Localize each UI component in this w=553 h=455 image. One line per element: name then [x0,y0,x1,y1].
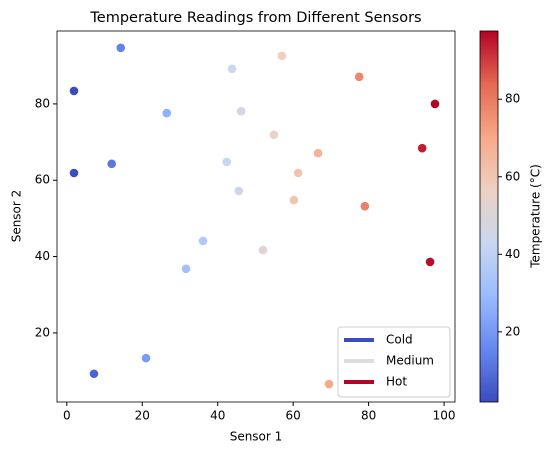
x-tick-label: 60 [286,409,301,423]
x-tick-label: 0 [63,409,71,423]
colorbar-label: Temperature (°C) [529,164,543,269]
data-point [430,99,440,109]
colorbar-tick-label: 40 [505,247,520,261]
y-tick-label: 20 [35,325,50,339]
data-point [360,201,370,211]
data-point [417,143,427,153]
data-point [425,257,435,267]
chart-title: Temperature Readings from Different Sens… [89,10,421,26]
x-tick-label: 20 [135,409,150,423]
data-point [289,195,299,205]
x-tick-label: 40 [210,409,225,423]
legend-label: Cold [386,333,413,347]
data-point [116,43,126,53]
data-point [236,106,246,116]
colorbar-tick-label: 60 [505,169,520,183]
data-point [69,86,79,96]
colorbar [479,30,499,403]
data-point [181,264,191,274]
data-point [89,369,99,379]
colorbar-tick-label: 80 [505,92,520,106]
data-point [162,108,172,118]
data-point [324,379,334,389]
x-tick-label: 80 [361,409,376,423]
legend-label: Hot [386,375,407,389]
colorbar-tick-label: 20 [505,324,520,338]
data-point [277,51,287,61]
legend-label: Medium [386,354,434,368]
data-point [107,159,117,169]
data-point [293,168,303,178]
y-axis-label: Sensor 2 [10,190,24,243]
x-axis-label: Sensor 1 [230,430,283,444]
data-point [313,148,323,158]
data-point [258,245,268,255]
data-point [234,186,244,196]
data-point [141,353,151,363]
plot-frame [56,30,456,403]
y-tick-label: 60 [35,173,50,187]
y-tick-label: 40 [35,249,50,263]
x-tick-label: 100 [433,409,456,423]
data-point [69,168,79,178]
data-point [354,72,364,82]
legend-box [337,326,451,398]
data-point [198,236,208,246]
data-point [227,64,237,74]
data-point [269,130,279,140]
data-point [222,157,232,167]
y-tick-label: 80 [35,96,50,110]
